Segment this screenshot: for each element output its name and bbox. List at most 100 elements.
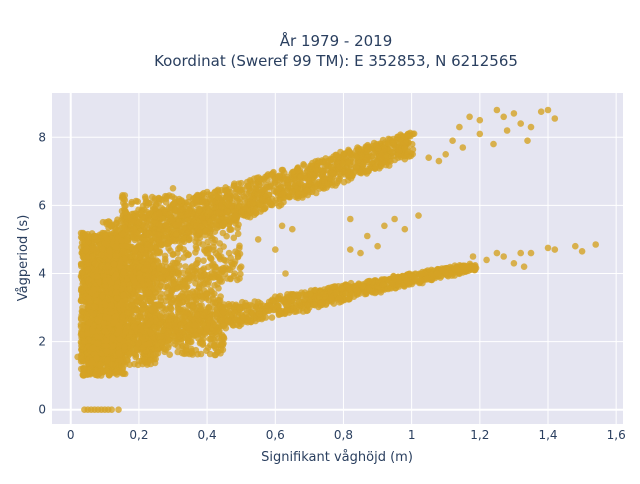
- data-point: [106, 248, 113, 255]
- data-point: [316, 159, 323, 166]
- data-point: [128, 218, 135, 225]
- data-point: [91, 303, 98, 310]
- data-point: [164, 285, 171, 292]
- data-point: [328, 164, 335, 171]
- data-point: [229, 261, 236, 268]
- data-point: [102, 233, 109, 240]
- data-point: [160, 267, 167, 274]
- data-point: [173, 231, 180, 238]
- data-point: [131, 226, 138, 233]
- data-point: [217, 240, 224, 247]
- data-point: [158, 275, 165, 282]
- data-point: [113, 252, 120, 259]
- data-point: [166, 205, 173, 212]
- data-point: [114, 371, 121, 378]
- data-point: [169, 237, 176, 244]
- data-point: [193, 246, 200, 253]
- data-point: [339, 160, 346, 167]
- data-point: [131, 277, 138, 284]
- data-point: [297, 173, 304, 180]
- data-point: [214, 348, 221, 355]
- data-point: [182, 347, 189, 354]
- data-point: [104, 348, 111, 355]
- data-point: [199, 199, 206, 206]
- data-point: [389, 149, 396, 156]
- data-point: [200, 340, 207, 347]
- data-point: [278, 202, 285, 209]
- data-point: [168, 299, 175, 306]
- data-point: [364, 147, 371, 154]
- data-point: [117, 336, 124, 343]
- data-point: [175, 246, 182, 253]
- data-point: [207, 196, 214, 203]
- data-point: [108, 279, 115, 286]
- data-point: [410, 146, 417, 153]
- data-point: [189, 351, 196, 358]
- data-point: [162, 253, 169, 260]
- data-point: [138, 246, 145, 253]
- data-point: [205, 344, 212, 351]
- data-point: [253, 207, 260, 214]
- data-point: [98, 252, 105, 259]
- data-point: [332, 152, 339, 159]
- data-point: [198, 223, 205, 230]
- data-point: [365, 168, 372, 175]
- data-point: [188, 273, 195, 280]
- data-point: [120, 243, 127, 250]
- data-point: [308, 163, 315, 170]
- data-point: [176, 198, 183, 205]
- data-point: [306, 181, 313, 188]
- data-point: [312, 184, 319, 191]
- data-point: [178, 206, 185, 213]
- data-point: [236, 243, 243, 250]
- data-point: [186, 235, 193, 242]
- data-point: [141, 301, 148, 308]
- data-point: [109, 361, 116, 368]
- data-point: [174, 349, 181, 356]
- data-point: [396, 148, 403, 155]
- data-point: [213, 222, 220, 229]
- data-point: [94, 273, 101, 280]
- data-point: [85, 260, 92, 267]
- data-point: [81, 372, 88, 379]
- data-point: [300, 161, 307, 168]
- data-point: [130, 234, 137, 241]
- data-point: [119, 237, 126, 244]
- data-point: [231, 235, 238, 242]
- data-point: [397, 139, 404, 146]
- data-point: [185, 229, 192, 236]
- data-point: [225, 194, 232, 201]
- data-point: [168, 306, 175, 313]
- data-point: [91, 287, 98, 294]
- data-point: [89, 359, 96, 366]
- data-point: [347, 151, 354, 158]
- data-point: [295, 167, 302, 174]
- data-point: [147, 306, 154, 313]
- data-point: [208, 270, 215, 277]
- data-point: [329, 182, 336, 189]
- data-point: [216, 271, 223, 278]
- data-point: [114, 295, 121, 302]
- data-point: [276, 185, 283, 192]
- data-point: [165, 276, 172, 283]
- data-point: [211, 342, 218, 349]
- data-point: [147, 222, 154, 229]
- data-point: [136, 275, 143, 282]
- data-point: [272, 197, 279, 204]
- data-point: [279, 167, 286, 174]
- data-point: [407, 133, 414, 140]
- data-point: [200, 257, 207, 264]
- data-point: [120, 292, 127, 299]
- data-point: [215, 335, 222, 342]
- data-point: [176, 300, 183, 307]
- data-point: [143, 291, 150, 298]
- data-point: [249, 200, 256, 207]
- data-point: [259, 196, 266, 203]
- data-point: [106, 371, 113, 378]
- data-point: [150, 352, 157, 359]
- data-point: [120, 269, 127, 276]
- data-point: [85, 277, 92, 284]
- data-point: [203, 250, 210, 257]
